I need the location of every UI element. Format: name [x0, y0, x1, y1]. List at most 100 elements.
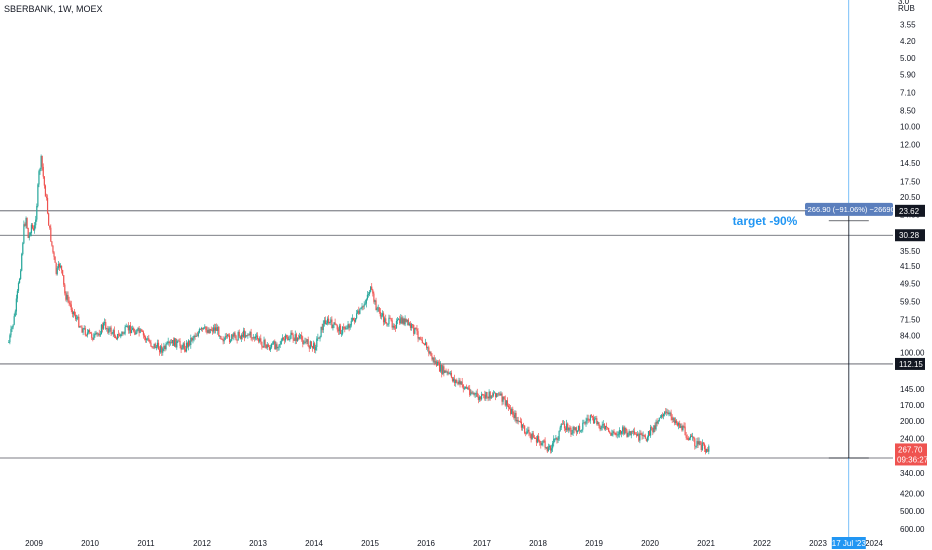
- time-tick-label: 2009: [25, 539, 43, 548]
- candle-body: [244, 330, 246, 338]
- candle-body: [334, 322, 336, 325]
- target-annotation: target -90%: [733, 214, 798, 228]
- candle-body: [305, 341, 307, 343]
- candle-body: [401, 317, 403, 324]
- candle-body: [436, 361, 439, 366]
- candle-body: [347, 324, 349, 329]
- candle-body: [65, 293, 67, 300]
- candle-body: [149, 341, 151, 343]
- candle-body: [110, 327, 112, 334]
- candle-body: [184, 349, 187, 352]
- candle-body: [494, 392, 497, 397]
- candle-body: [325, 323, 328, 325]
- candle-body: [634, 433, 637, 435]
- candle-body: [78, 316, 80, 328]
- candle-body: [30, 224, 33, 234]
- candle-body: [479, 396, 482, 400]
- candle-body: [316, 338, 318, 347]
- candle-body: [528, 429, 530, 433]
- candle-body: [515, 412, 517, 422]
- candle-body: [58, 264, 61, 268]
- candle-body: [384, 318, 386, 323]
- candle-body: [311, 345, 314, 349]
- time-axis[interactable]: 2009 2010 2011 2012 2013 2014 2015 2016 2017 2018…: [25, 537, 883, 549]
- candle-body: [597, 422, 599, 425]
- candle-body: [599, 425, 601, 430]
- candle-body: [497, 393, 499, 395]
- candle-body: [209, 329, 211, 334]
- candle-body: [286, 335, 288, 337]
- candle-body: [267, 344, 269, 347]
- candle-body: [466, 387, 469, 389]
- candle-body: [134, 331, 136, 335]
- price-range-measure[interactable]: −266.90 (−91.06%) −26690 target -90%: [733, 202, 895, 459]
- crosshair-date-tag: [831, 537, 866, 549]
- candle-body: [108, 328, 110, 333]
- candle-body: [143, 335, 146, 337]
- candle-body: [116, 334, 119, 339]
- candle-body: [79, 326, 81, 328]
- candle-body: [18, 279, 21, 284]
- candle-body: [447, 371, 449, 374]
- candle-body: [298, 335, 301, 339]
- candle-body: [258, 338, 260, 342]
- candle-body: [441, 365, 443, 374]
- candle-body: [129, 325, 132, 334]
- candle-body: [276, 344, 278, 349]
- candle-body: [66, 295, 68, 300]
- candle-body: [210, 329, 212, 331]
- candle-body: [690, 435, 693, 437]
- candle-body: [646, 437, 649, 441]
- price-tick-label: 7.10: [900, 89, 916, 98]
- candle-body: [499, 393, 501, 396]
- price-tick-label: 4.20: [900, 37, 916, 46]
- candle-body: [96, 332, 98, 335]
- candle-body: [169, 342, 171, 344]
- candle-body: [685, 435, 687, 438]
- candle-body: [587, 418, 589, 420]
- candle-body: [602, 423, 604, 425]
- candle-body: [16, 290, 19, 299]
- candle-body: [640, 433, 642, 435]
- candle-body: [449, 372, 451, 374]
- candle-body: [289, 338, 291, 340]
- level-price-label: 30.28: [899, 231, 920, 240]
- candle-body: [180, 345, 182, 350]
- candle-body: [708, 446, 710, 452]
- candle-body: [302, 339, 304, 344]
- candle-body: [148, 338, 150, 342]
- candle-body: [345, 328, 347, 330]
- candle-body: [12, 324, 14, 328]
- candle-body: [629, 431, 631, 436]
- candle-body: [465, 386, 468, 389]
- candle-body: [588, 419, 590, 421]
- candle-body: [543, 440, 545, 442]
- candle-body: [354, 318, 357, 322]
- candle-body: [83, 328, 85, 329]
- candle-body: [407, 319, 409, 325]
- candle-body: [604, 425, 607, 430]
- candle-body: [15, 298, 17, 312]
- candle-body: [303, 343, 305, 345]
- candle-body: [683, 426, 685, 427]
- candle-body: [195, 335, 197, 337]
- candle-body: [539, 440, 541, 443]
- candle-body: [249, 331, 251, 336]
- candle-body: [45, 196, 48, 198]
- candle-body: [682, 426, 684, 431]
- candle-body: [226, 334, 229, 337]
- candle-body: [115, 338, 118, 339]
- candle-body: [660, 415, 663, 418]
- candle-body: [623, 427, 625, 434]
- last-price-tag: [895, 443, 927, 466]
- candle-body: [567, 423, 569, 431]
- candle-body: [652, 427, 654, 433]
- candle-body: [577, 425, 580, 431]
- candle-body: [342, 326, 344, 334]
- candle-body: [70, 304, 72, 311]
- candle-body: [185, 342, 188, 352]
- candle-body: [99, 334, 101, 336]
- candle-body: [176, 341, 178, 348]
